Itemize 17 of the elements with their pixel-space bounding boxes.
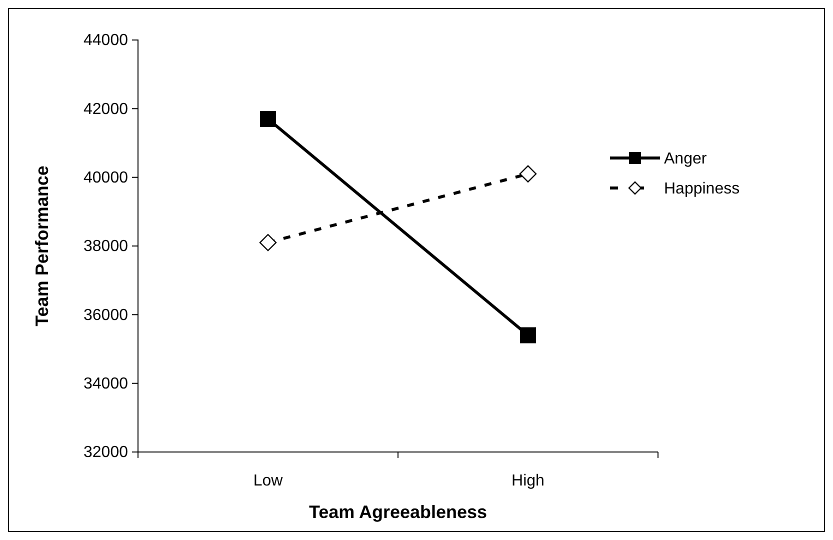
point xyxy=(519,165,537,182)
legend-label: Happiness xyxy=(664,180,740,198)
x-axis-title: Team Agreeableness xyxy=(308,502,488,522)
y-tick-label: 44000 xyxy=(84,32,128,50)
x-tick-label: Low xyxy=(253,472,284,490)
y-tick-label: 32000 xyxy=(84,444,128,462)
point xyxy=(259,234,277,252)
y-axis-title: Team Performance xyxy=(32,166,52,326)
point xyxy=(520,327,536,344)
point xyxy=(260,110,276,127)
x-tick-label: High xyxy=(512,472,544,490)
y-tick-label: 38000 xyxy=(84,238,128,256)
y-tick-label: 36000 xyxy=(84,306,128,324)
y-tick-label: 42000 xyxy=(84,100,128,118)
y-tick-label: 40000 xyxy=(84,169,128,186)
y-tick-label: 34000 xyxy=(84,375,128,392)
legend-label: Anger xyxy=(664,150,708,168)
